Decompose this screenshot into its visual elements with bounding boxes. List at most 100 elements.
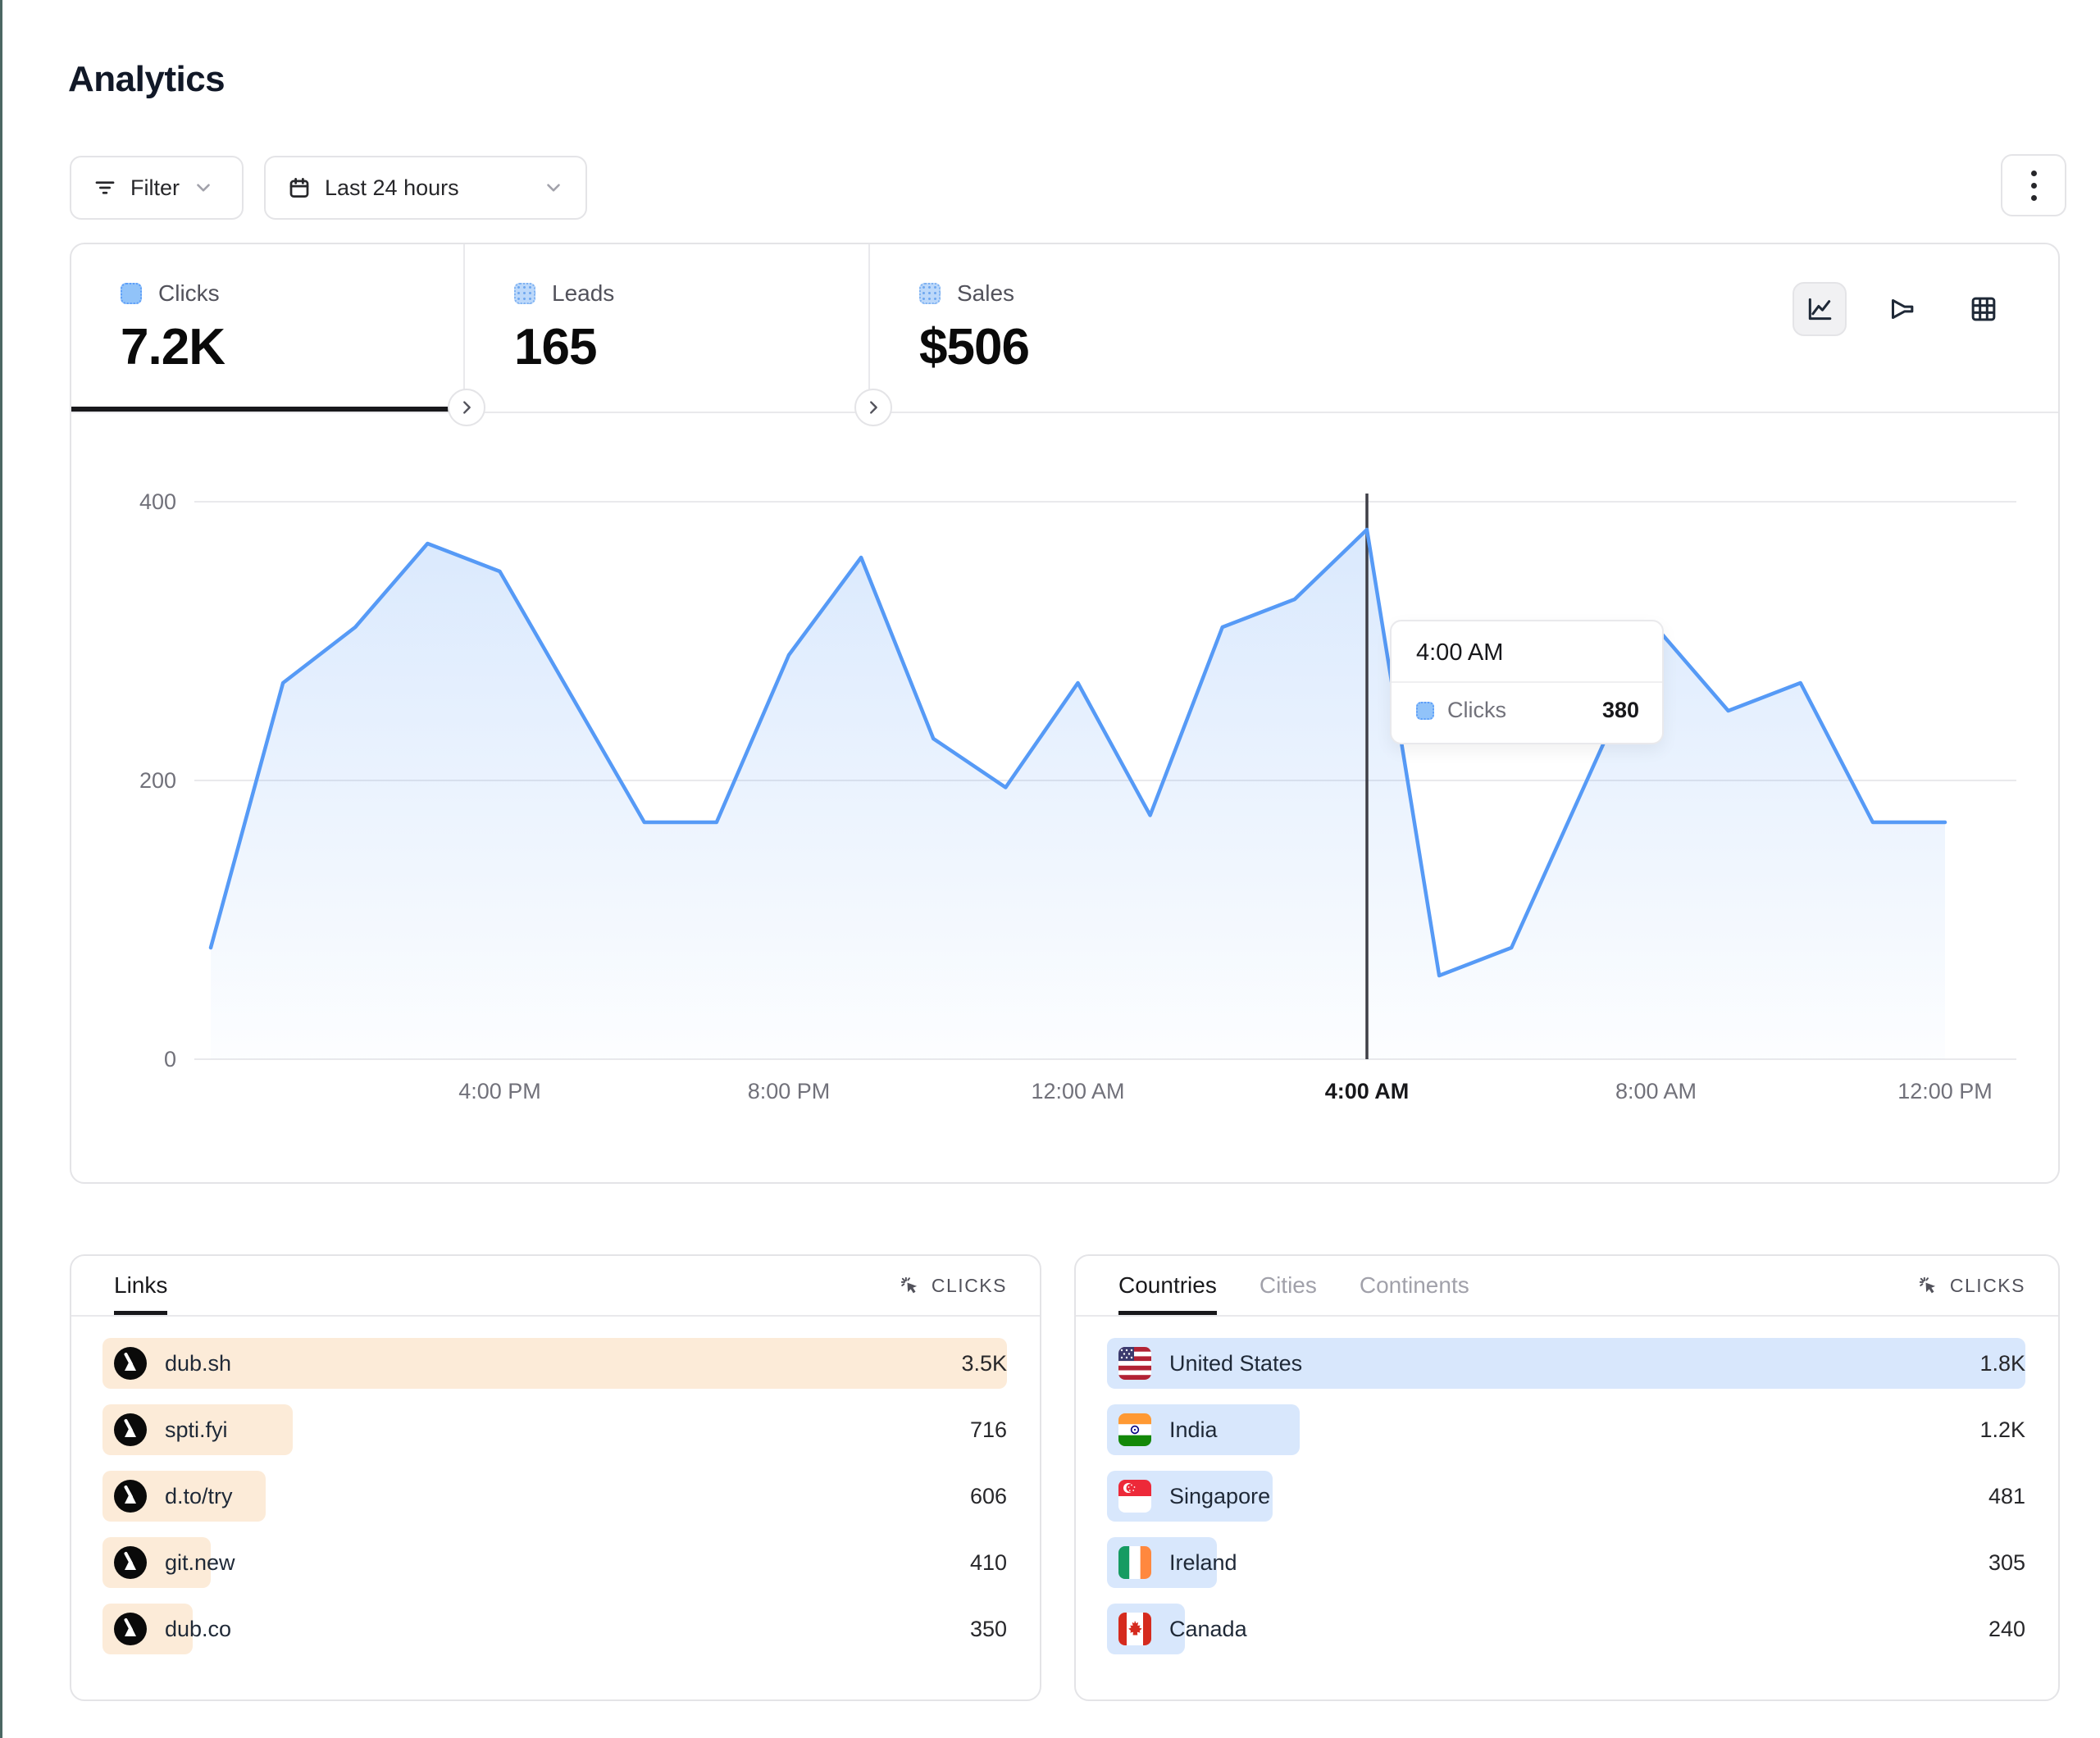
dub-logo-icon (114, 1347, 147, 1380)
country-clicks: 481 (1988, 1483, 2025, 1508)
countries-panel: Countries Cities Continents CLICKS Unite… (1074, 1254, 2060, 1701)
countries-metric-selector[interactable]: CLICKS (1916, 1273, 2025, 1298)
sales-value: $506 (919, 319, 1030, 375)
country-row[interactable]: Canada 240 (1107, 1604, 2025, 1654)
links-metric-selector[interactable]: CLICKS (897, 1273, 1007, 1298)
line-chart-icon (1808, 298, 1832, 321)
tab-continents-label: Continents (1359, 1272, 1469, 1298)
link-clicks: 606 (969, 1483, 1007, 1508)
funnel-view-button[interactable] (1875, 282, 1929, 336)
country-row[interactable]: Singapore 481 (1107, 1471, 2025, 1522)
dub-logo-icon (114, 1546, 147, 1579)
dub-logo-icon (114, 1413, 147, 1446)
tab-leads[interactable]: Leads 165 (465, 244, 870, 412)
leads-legend-swatch-icon (514, 283, 535, 304)
metric-label: CLICKS (931, 1274, 1007, 1296)
tab-continents[interactable]: Continents (1360, 1256, 1469, 1315)
tab-links[interactable]: Links (114, 1256, 167, 1315)
tab-cities-label: Cities (1259, 1272, 1317, 1298)
links-panel: Links CLICKS dub.sh 3.5K spt (70, 1254, 1041, 1701)
date-range-button[interactable]: Last 24 hours (264, 156, 587, 220)
clicks-value: 7.2K (121, 319, 225, 375)
country-clicks: 305 (1988, 1549, 2025, 1575)
country-name: Singapore (1169, 1483, 1271, 1508)
metric-label: CLICKS (1949, 1274, 2025, 1296)
link-clicks: 3.5K (961, 1350, 1007, 1376)
expand-tab-divider-button[interactable] (854, 389, 892, 426)
area-chart-canvas[interactable]: 0 200 400 4:00 PM 8:00 PM 12:00 AM 4:00 AM 8:00… (71, 413, 2058, 1182)
countries-panel-header: Countries Cities Continents CLICKS (1076, 1256, 2058, 1317)
countries-rows: United States 1.8K India 1.2K Singapore … (1076, 1317, 2058, 1654)
tab-countries-label: Countries (1118, 1272, 1217, 1298)
india-flag-icon (1118, 1413, 1151, 1446)
links-rows: dub.sh 3.5K spti.fyi 716 d.to/try 606 gi… (71, 1317, 1040, 1654)
country-clicks: 1.2K (1979, 1417, 2025, 1442)
country-row[interactable]: Ireland 305 (1107, 1537, 2025, 1588)
chevron-right-icon (870, 401, 877, 414)
link-name: dub.co (165, 1616, 232, 1641)
x-axis-tick-label: 12:00 AM (1031, 1079, 1124, 1103)
window-edge (0, 0, 2, 1738)
link-name: d.to/try (165, 1483, 233, 1508)
country-row[interactable]: United States 1.8K (1107, 1338, 2025, 1389)
link-clicks: 410 (969, 1549, 1007, 1575)
cursor-click-icon (900, 1276, 918, 1294)
table-view-button[interactable] (1957, 282, 2011, 336)
y-axis-tick-label: 400 (139, 489, 176, 514)
clicks-area-fill (211, 530, 1945, 1059)
link-row[interactable]: d.to/try 606 (102, 1471, 1007, 1522)
tab-clicks[interactable]: Clicks 7.2K (71, 244, 465, 412)
link-row[interactable]: git.new 410 (102, 1537, 1007, 1588)
dub-logo-icon (114, 1613, 147, 1645)
y-axis-tick-label: 200 (139, 768, 176, 793)
link-name: git.new (165, 1549, 235, 1575)
ireland-flag-icon (1118, 1546, 1151, 1579)
country-name: India (1169, 1417, 1218, 1442)
line-chart-view-button[interactable] (1793, 282, 1847, 336)
kebab-menu-icon (2030, 170, 2037, 201)
country-clicks: 240 (1988, 1616, 2025, 1641)
expand-tab-divider-button[interactable] (448, 389, 485, 426)
tab-links-label: Links (114, 1272, 168, 1298)
cursor-click-icon (1919, 1276, 1936, 1294)
link-row[interactable]: dub.sh 3.5K (102, 1338, 1007, 1389)
tab-countries[interactable]: Countries (1118, 1256, 1217, 1315)
chevron-down-icon (547, 184, 560, 192)
more-options-button[interactable] (2001, 154, 2066, 216)
filter-button[interactable]: Filter (70, 156, 244, 220)
stat-label: Leads (552, 280, 615, 306)
x-axis-tick-label: 8:00 AM (1615, 1079, 1697, 1103)
chevron-right-icon (463, 401, 471, 414)
chevron-down-icon (197, 184, 210, 192)
tab-sales[interactable]: Sales $506 (870, 244, 1280, 412)
country-name: United States (1169, 1350, 1303, 1376)
chart-tooltip: 4:00 AM Clicks 380 (1390, 620, 1664, 744)
link-row[interactable]: spti.fyi 716 (102, 1404, 1007, 1455)
stat-label: Sales (957, 280, 1015, 306)
tab-cities[interactable]: Cities (1260, 1256, 1317, 1315)
dub-logo-icon (114, 1480, 147, 1513)
tooltip-time: 4:00 AM (1392, 621, 1662, 683)
clicks-time-series-chart[interactable]: 0 200 400 4:00 PM 8:00 PM 12:00 AM 4:00 AM 8:00… (71, 413, 2058, 1182)
x-axis-tick-label: 8:00 PM (748, 1079, 831, 1103)
tooltip-value: 380 (1601, 698, 1639, 722)
country-row[interactable]: India 1.2K (1107, 1404, 2025, 1455)
funnel-icon (1891, 298, 1914, 320)
link-clicks: 716 (969, 1417, 1007, 1442)
y-axis-tick-label: 0 (164, 1047, 176, 1071)
x-axis-tick-label: 4:00 PM (458, 1079, 541, 1103)
filter-icon (95, 181, 115, 194)
link-row[interactable]: dub.co 350 (102, 1604, 1007, 1654)
link-bar (102, 1338, 1007, 1389)
canada-flag-icon (1118, 1613, 1151, 1645)
analytics-card: Clicks 7.2K Leads 165 Sales $506 (70, 243, 2060, 1184)
country-name: Canada (1169, 1616, 1247, 1641)
stats-tabs: Clicks 7.2K Leads 165 Sales $506 (71, 244, 2058, 426)
tooltip-series-swatch-icon (1416, 701, 1434, 720)
country-bar (1107, 1338, 2025, 1389)
links-panel-header: Links CLICKS (71, 1256, 1040, 1317)
grid-icon (1971, 297, 1996, 321)
page-title: Analytics (68, 59, 225, 99)
us-flag-icon (1118, 1347, 1151, 1380)
leads-value: 165 (514, 319, 597, 375)
